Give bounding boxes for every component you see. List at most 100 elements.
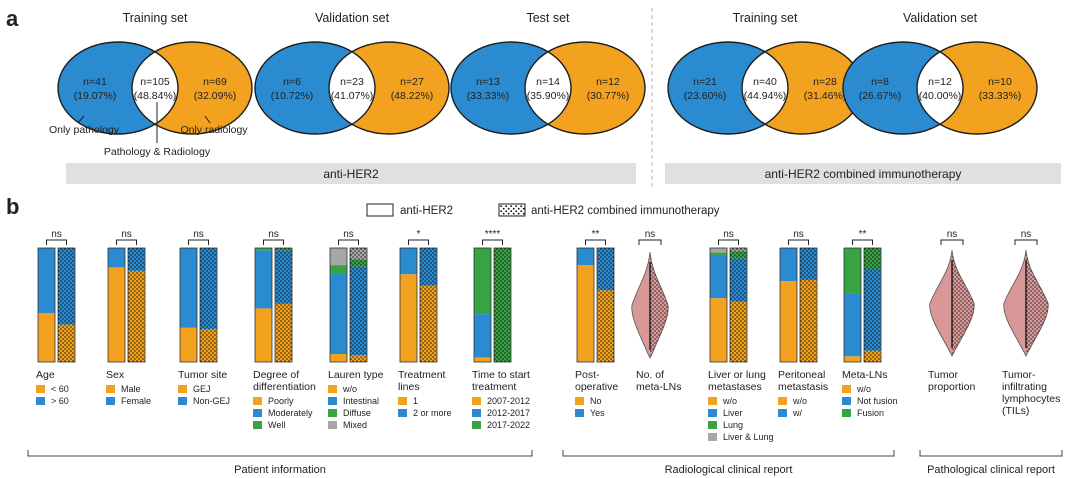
bar-combined-frame: [127, 247, 146, 363]
panel-a-label: a: [6, 6, 19, 31]
bar-combined-seg-dots-1: [128, 270, 145, 362]
sig-bracket: [408, 239, 429, 245]
legend-swatch-orange: [178, 385, 187, 393]
legend-label: 2017-2022: [487, 420, 530, 430]
variable-name: treatment: [472, 381, 516, 393]
venn-mid-pct: (41.07%): [331, 90, 374, 102]
venn-left-count: n=8: [871, 76, 889, 88]
legend-swatch-orange: [575, 397, 584, 405]
bar-legend: anti-HER2 anti-HER2 combined immunothera…: [366, 203, 720, 217]
venn-mid-count: n=14: [536, 76, 560, 88]
legend-swatch-blue: [36, 397, 45, 405]
variable-name: Time to start: [472, 369, 530, 381]
legend-swatch-orange: [842, 385, 851, 393]
venn-title: Validation set: [903, 11, 978, 25]
legend-label: Not fusion: [857, 396, 898, 406]
legend-label: Male: [121, 384, 141, 394]
bar-anti-her2-seg-2: [38, 248, 55, 313]
sig-label: ns: [1021, 229, 1032, 240]
violin-name: infiltrating: [1002, 381, 1047, 393]
legend-swatch-gray: [708, 433, 717, 441]
variable-name: metastases: [708, 381, 762, 393]
sig-label: ns: [793, 229, 804, 240]
venn-left-count: n=6: [283, 76, 301, 88]
bar-anti-her2-seg-1: [780, 281, 797, 362]
venn-right-count: n=27: [400, 76, 424, 88]
banner-anti-her2-box: [66, 163, 636, 184]
legend-label: GEJ: [193, 384, 211, 394]
legend-label: w/o: [792, 396, 807, 406]
banner-combined-box: [665, 163, 1061, 184]
legend-label: Fusion: [857, 408, 884, 418]
venn-overlap: [329, 42, 375, 134]
section-bracket: [27, 450, 533, 457]
legend-swatch-blue: [575, 409, 584, 417]
bar-combined-seg-dots-2: [58, 248, 75, 325]
bar-anti-her2-frame: [254, 247, 273, 363]
sig-label: ns: [947, 229, 958, 240]
banner-combined-text: anti-HER2 combined immunotherapy: [765, 167, 962, 181]
legend-swatch-orange: [778, 397, 787, 405]
section-2: Radiological clinical report: [562, 450, 895, 476]
venn-mid-pct: (40.00%): [919, 90, 962, 102]
venn-mid-pct: (35.90%): [527, 90, 570, 102]
variable-name: metastasis: [778, 381, 828, 393]
bar-combined-seg-dots-1: [420, 285, 437, 362]
venn-right-pct: (30.77%): [587, 90, 630, 102]
bar-combined-frame: [419, 247, 438, 363]
sig-bracket: [585, 239, 606, 245]
legend-label: w/o: [342, 384, 357, 394]
legend-label: Liver & Lung: [723, 432, 774, 442]
sig-label: ns: [51, 229, 62, 240]
bar-combined-seg-dots-4: [350, 248, 367, 260]
legend-label: Non-GEJ: [193, 396, 230, 406]
bar-anti-her2-seg-2: [255, 250, 272, 309]
bar-combined-seg-dots-3: [494, 248, 511, 362]
legend-swatch-gray: [328, 421, 337, 429]
legend-label: 1: [413, 396, 418, 406]
venn-title: Test set: [526, 11, 570, 25]
bar-combined-seg-dots-1: [864, 350, 881, 362]
legend-swatch-green: [328, 409, 337, 417]
bar-anti-her2-seg-4: [330, 248, 347, 266]
bar-anti-her2-seg-3: [474, 248, 491, 315]
venn-left-outline: [450, 41, 572, 135]
bar-combined-frame: [349, 247, 368, 363]
bar-combined-frame: [57, 247, 76, 363]
venn-right-outline: [524, 41, 646, 135]
legend-label: No: [590, 396, 602, 406]
bar-combined-frame: [493, 247, 512, 363]
note-only-pathology: Only pathology: [49, 124, 120, 136]
venn-left-outline: [842, 41, 964, 135]
legend-swatch-blue: [253, 409, 262, 417]
sig-bracket: [263, 239, 284, 245]
section-bracket: [919, 450, 1063, 457]
sig-label: ns: [268, 229, 279, 240]
venn-left-pct: (26.67%): [859, 90, 902, 102]
sig-bracket: [46, 239, 67, 245]
legend-label: Diffuse: [343, 408, 371, 418]
bar-combined-seg-dots-2: [200, 248, 217, 329]
venn-right-count: n=12: [596, 76, 620, 88]
sig-bracket: [940, 239, 964, 245]
venn-left-outline: [667, 41, 789, 135]
venn-annotations: Only pathology Pathology & Radiology Only …: [49, 102, 248, 158]
bar-group-11: ** Meta-LNs w/o Not fusion Fusion: [842, 229, 898, 418]
section-1: Patient information: [27, 450, 533, 476]
legend-swatch-blue: [708, 409, 717, 417]
bar-anti-her2-seg-4: [710, 248, 727, 253]
sig-label: ns: [343, 229, 354, 240]
bar-combined-seg-dots-2: [420, 248, 437, 286]
variable-name: Sex: [106, 369, 125, 381]
sig-bracket: [188, 239, 209, 245]
sig-bracket: [338, 239, 359, 245]
venn-left-pct: (23.60%): [684, 90, 727, 102]
violin-name: Tumor: [928, 369, 958, 381]
sig-bracket: [852, 239, 873, 245]
